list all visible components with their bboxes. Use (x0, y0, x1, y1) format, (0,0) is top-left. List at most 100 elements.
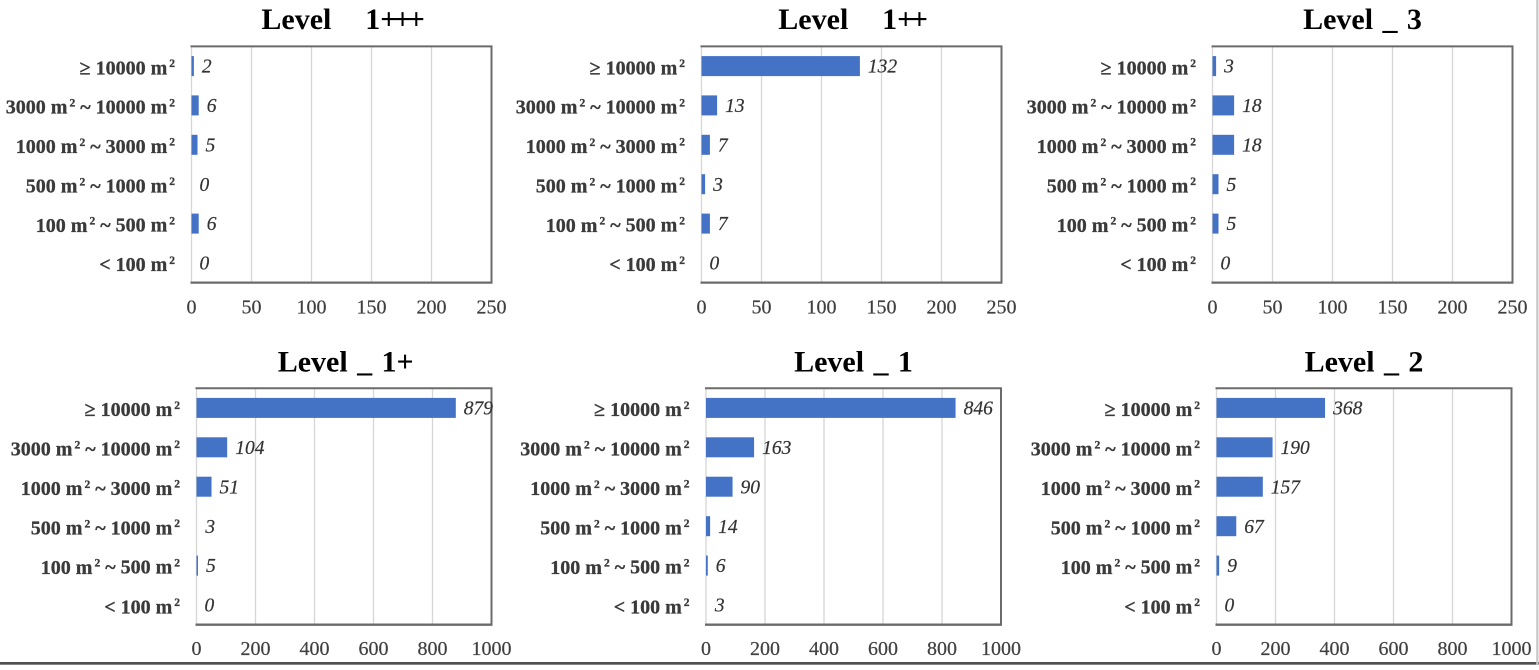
svg-text:500 m2 ~ 1000 m2: 500 m2 ~ 1000 m2 (536, 175, 685, 197)
svg-text:< 100 m2: < 100 m2 (614, 596, 690, 618)
svg-text:163: 163 (762, 438, 792, 459)
svg-text:100 m2 ~ 500 m2: 100 m2 ~ 500 m2 (36, 215, 175, 237)
svg-text:0: 0 (187, 297, 197, 319)
svg-text:3: 3 (204, 517, 215, 538)
svg-text:< 100 m2: < 100 m2 (1120, 254, 1196, 276)
svg-text:100: 100 (807, 297, 837, 319)
svg-text:≥ 10000 m2: ≥ 10000 m2 (1101, 57, 1197, 79)
svg-text:< 100 m2: < 100 m2 (99, 254, 175, 276)
svg-text:200: 200 (927, 297, 957, 319)
svg-text:3000 m2 ~ 10000 m2: 3000 m2 ~ 10000 m2 (1031, 438, 1200, 460)
svg-text:100 m2 ~ 500 m2: 100 m2 ~ 500 m2 (550, 557, 689, 579)
svg-text:3000 m2 ~ 10000 m2: 3000 m2 ~ 10000 m2 (1027, 97, 1196, 119)
svg-text:7: 7 (718, 214, 729, 235)
svg-text:18: 18 (1242, 135, 1262, 156)
svg-text:2: 2 (202, 57, 212, 78)
svg-text:250: 250 (477, 297, 507, 319)
svg-text:0: 0 (697, 297, 707, 319)
svg-text:3000 m2 ~ 10000 m2: 3000 m2 ~ 10000 m2 (520, 438, 689, 460)
svg-text:3000 m2 ~ 10000 m2: 3000 m2 ~ 10000 m2 (6, 97, 175, 119)
svg-text:7: 7 (718, 135, 729, 156)
svg-text:0: 0 (192, 638, 202, 660)
svg-text:100 m2 ~ 500 m2: 100 m2 ~ 500 m2 (41, 557, 180, 579)
svg-text:0: 0 (701, 638, 711, 660)
svg-text:800: 800 (418, 638, 448, 660)
svg-text:1000: 1000 (981, 638, 1021, 660)
svg-text:5: 5 (206, 135, 216, 156)
svg-text:1000 m2 ~ 3000 m2: 1000 m2 ~ 3000 m2 (1037, 136, 1196, 158)
svg-text:600: 600 (1379, 638, 1409, 660)
svg-text:100: 100 (1318, 297, 1348, 319)
svg-text:< 100 m2: < 100 m2 (609, 254, 685, 276)
svg-text:600: 600 (359, 638, 389, 660)
svg-text:846: 846 (964, 399, 994, 420)
svg-text:500 m2 ~ 1000 m2: 500 m2 ~ 1000 m2 (1051, 517, 1200, 539)
svg-text:1000 m2 ~ 3000 m2: 1000 m2 ~ 3000 m2 (16, 136, 175, 158)
svg-text:190: 190 (1281, 438, 1311, 459)
svg-text:250: 250 (1498, 297, 1528, 319)
svg-text:Level _ 1: Level _ 1 (794, 346, 913, 379)
svg-text:132: 132 (868, 57, 898, 78)
svg-text:200: 200 (1438, 297, 1468, 319)
svg-text:500 m2 ~ 1000 m2: 500 m2 ~ 1000 m2 (540, 517, 689, 539)
svg-text:1000: 1000 (1492, 638, 1532, 660)
svg-text:Level _ 1+: Level _ 1+ (278, 346, 413, 379)
svg-text:150: 150 (1378, 297, 1408, 319)
svg-text:100: 100 (297, 297, 327, 319)
svg-text:≥ 10000 m2: ≥ 10000 m2 (80, 57, 176, 79)
svg-text:368: 368 (1332, 399, 1363, 420)
svg-text:600: 600 (868, 638, 898, 660)
svg-text:200: 200 (750, 638, 780, 660)
svg-text:1000 m2 ~ 3000 m2: 1000 m2 ~ 3000 m2 (1041, 478, 1200, 500)
svg-text:5: 5 (1227, 214, 1237, 235)
svg-text:100 m2 ~ 500 m2: 100 m2 ~ 500 m2 (546, 215, 685, 237)
svg-text:< 100 m2: < 100 m2 (104, 596, 180, 618)
svg-text:0: 0 (1225, 596, 1235, 617)
svg-text:50: 50 (242, 297, 262, 319)
svg-text:67: 67 (1244, 517, 1265, 538)
svg-text:5: 5 (206, 556, 216, 577)
svg-text:250: 250 (987, 297, 1017, 319)
svg-text:0: 0 (710, 254, 720, 275)
svg-text:90: 90 (741, 477, 761, 498)
svg-text:Level _ 1++: Level _ 1++ (778, 3, 927, 36)
svg-text:0: 0 (200, 175, 210, 196)
svg-text:18: 18 (1242, 96, 1262, 117)
svg-text:200: 200 (417, 297, 447, 319)
svg-text:3000 m2 ~ 10000 m2: 3000 m2 ~ 10000 m2 (516, 97, 685, 119)
svg-text:200: 200 (241, 638, 271, 660)
svg-text:800: 800 (927, 638, 957, 660)
svg-text:0: 0 (1212, 638, 1222, 660)
svg-text:0: 0 (200, 254, 210, 275)
svg-text:1000 m2 ~ 3000 m2: 1000 m2 ~ 3000 m2 (526, 136, 685, 158)
svg-text:3: 3 (712, 175, 723, 196)
svg-text:157: 157 (1271, 477, 1302, 498)
svg-text:Level _ 1+++: Level _ 1+++ (261, 3, 423, 36)
svg-text:1000 m2 ~ 3000 m2: 1000 m2 ~ 3000 m2 (21, 478, 180, 500)
svg-text:3: 3 (714, 596, 725, 617)
svg-text:6: 6 (716, 556, 726, 577)
svg-text:800: 800 (1438, 638, 1468, 660)
svg-text:0: 0 (1221, 254, 1231, 275)
svg-text:879: 879 (464, 399, 494, 420)
svg-text:100 m2 ~ 500 m2: 100 m2 ~ 500 m2 (1061, 557, 1200, 579)
svg-text:500 m2 ~ 1000 m2: 500 m2 ~ 1000 m2 (26, 175, 175, 197)
svg-text:0: 0 (1208, 297, 1218, 319)
svg-text:104: 104 (235, 438, 265, 459)
svg-text:500 m2 ~ 1000 m2: 500 m2 ~ 1000 m2 (31, 517, 180, 539)
svg-text:14: 14 (718, 517, 738, 538)
svg-text:3: 3 (1223, 57, 1234, 78)
svg-text:6: 6 (207, 96, 217, 117)
svg-text:1000: 1000 (472, 638, 512, 660)
svg-text:150: 150 (867, 297, 897, 319)
svg-text:< 100 m2: < 100 m2 (1124, 596, 1200, 618)
svg-text:13: 13 (725, 96, 745, 117)
svg-text:≥ 10000 m2: ≥ 10000 m2 (85, 399, 181, 421)
svg-text:100 m2 ~ 500 m2: 100 m2 ~ 500 m2 (1057, 215, 1196, 237)
svg-text:200: 200 (1261, 638, 1291, 660)
svg-text:6: 6 (207, 214, 217, 235)
svg-text:Level _ 2: Level _ 2 (1305, 346, 1424, 379)
svg-text:400: 400 (1320, 638, 1350, 660)
svg-text:50: 50 (752, 297, 772, 319)
svg-text:0: 0 (205, 596, 215, 617)
